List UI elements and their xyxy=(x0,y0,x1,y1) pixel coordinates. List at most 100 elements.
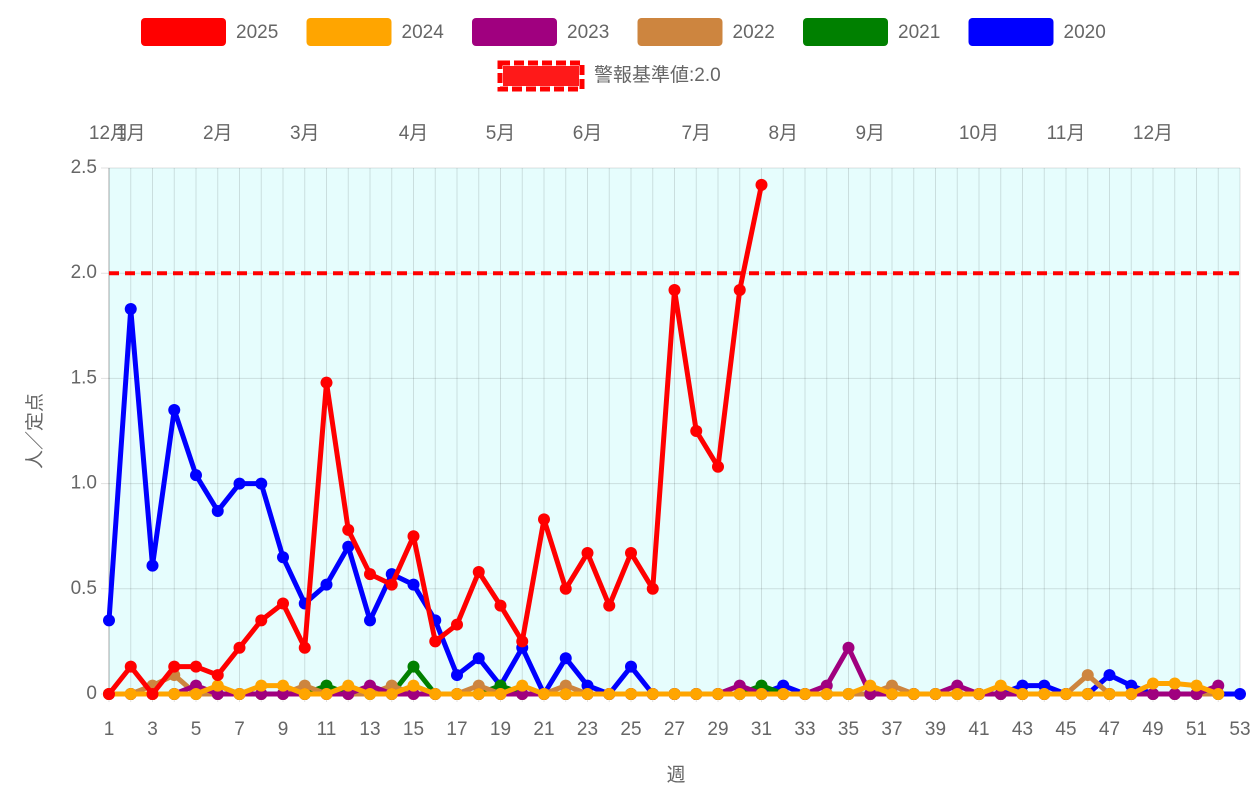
legend-label: 2021 xyxy=(898,22,940,43)
data-point xyxy=(690,425,703,437)
top-tick-label: 4月 xyxy=(399,123,429,144)
data-point xyxy=(429,635,442,648)
data-point xyxy=(190,679,202,692)
data-point xyxy=(1016,688,1029,700)
data-point xyxy=(973,688,985,700)
data-point xyxy=(625,547,637,560)
data-point xyxy=(103,614,115,627)
x-tick-label: 21 xyxy=(533,719,554,740)
data-point xyxy=(777,688,790,700)
data-point xyxy=(277,688,289,700)
x-tick-label: 9 xyxy=(278,719,289,740)
data-point xyxy=(1212,679,1225,692)
legend-swatch xyxy=(497,60,585,92)
x-tick-label: 33 xyxy=(794,719,815,740)
data-point xyxy=(516,635,529,648)
data-point xyxy=(712,460,724,473)
x-tick-label: 15 xyxy=(403,719,424,740)
top-tick-label: 5月 xyxy=(486,123,516,144)
data-point xyxy=(320,376,333,389)
legend-label: 2025 xyxy=(236,22,278,43)
data-point xyxy=(124,660,137,673)
data-point xyxy=(516,688,529,700)
data-point xyxy=(625,660,637,673)
x-tick-label: 1 xyxy=(104,719,115,740)
legend-swatch-fill xyxy=(503,66,579,86)
data-point xyxy=(886,688,898,700)
top-tick-label: 7月 xyxy=(681,123,711,144)
data-point xyxy=(559,582,572,595)
data-point xyxy=(407,660,420,673)
data-point xyxy=(277,551,289,564)
data-point xyxy=(690,688,703,700)
data-point xyxy=(385,688,398,700)
data-point xyxy=(1190,679,1203,692)
data-point xyxy=(103,688,115,700)
data-point xyxy=(211,679,224,692)
data-point xyxy=(886,679,898,692)
data-point xyxy=(146,688,159,700)
data-point xyxy=(1147,677,1159,690)
data-point xyxy=(146,559,159,572)
x-tick-label: 27 xyxy=(664,719,685,740)
legend-swatch xyxy=(803,18,888,46)
data-point xyxy=(190,660,202,673)
data-point xyxy=(864,688,877,700)
data-point xyxy=(820,688,833,700)
legend-swatch xyxy=(306,18,392,46)
data-point xyxy=(255,679,268,692)
top-tick-label: 6月 xyxy=(573,123,603,144)
data-point xyxy=(842,641,855,654)
data-point xyxy=(1190,688,1203,700)
data-point xyxy=(1168,688,1181,700)
data-point xyxy=(277,597,289,610)
data-point xyxy=(603,599,616,612)
data-point xyxy=(755,688,768,700)
data-point xyxy=(559,688,572,700)
y-axis-label: 人／定点 xyxy=(24,393,46,469)
data-point xyxy=(907,688,920,700)
data-point xyxy=(385,679,398,692)
x-tick-label: 11 xyxy=(317,719,337,740)
top-tick-label: 1月 xyxy=(116,123,146,144)
data-point xyxy=(494,599,507,612)
data-point xyxy=(211,669,224,682)
data-point xyxy=(407,530,420,543)
legend-label: 2023 xyxy=(567,22,609,43)
data-point xyxy=(1060,688,1072,700)
y-tick-label: 1.0 xyxy=(71,473,97,494)
x-tick-label: 25 xyxy=(620,719,641,740)
data-point xyxy=(342,688,355,700)
data-point xyxy=(994,679,1007,692)
data-point xyxy=(646,582,659,595)
data-point xyxy=(755,178,768,191)
data-point xyxy=(755,679,768,692)
data-point xyxy=(298,679,311,692)
data-point xyxy=(168,660,181,673)
data-point xyxy=(211,504,224,517)
y-tick-label: 2.5 xyxy=(71,157,97,178)
data-point xyxy=(364,614,376,627)
x-tick-label: 39 xyxy=(925,719,946,740)
data-point xyxy=(364,679,376,692)
data-point xyxy=(429,688,442,700)
data-point xyxy=(277,679,289,692)
data-point xyxy=(712,688,724,700)
data-point xyxy=(320,578,333,591)
data-point xyxy=(733,679,746,692)
data-point xyxy=(385,578,398,591)
data-point xyxy=(233,477,246,490)
x-tick-label: 53 xyxy=(1229,719,1250,740)
data-point xyxy=(951,688,964,700)
data-point xyxy=(451,618,463,631)
data-point xyxy=(1234,688,1246,700)
data-point xyxy=(1038,679,1051,692)
data-point xyxy=(603,688,616,700)
top-tick-label: 2月 xyxy=(203,123,233,144)
legend-label: 2024 xyxy=(402,22,445,43)
legend-label: 2022 xyxy=(733,22,775,43)
data-point xyxy=(472,679,485,692)
data-point xyxy=(625,688,637,700)
data-point xyxy=(646,688,659,700)
